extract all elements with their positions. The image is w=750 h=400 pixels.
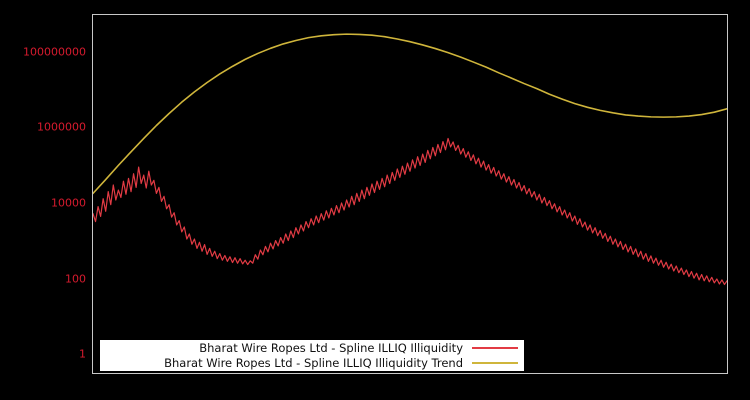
legend-label: Bharat Wire Ropes Ltd - Spline ILLIQ Ill… [164, 355, 463, 370]
series-line-trend [93, 34, 727, 193]
y-axis-tick-label: 10000 [51, 196, 86, 210]
y-axis-tick-label: 1 [79, 347, 86, 361]
y-axis-tick-labels: 1 100 10000 1000000 100000000 [0, 0, 86, 400]
legend-swatch-illiquidity [472, 347, 518, 349]
plot-svg [93, 15, 727, 373]
series-line-illiquidity [93, 138, 727, 284]
legend-item[interactable]: Bharat Wire Ropes Ltd - Spline ILLIQ Ill… [100, 341, 524, 356]
y-axis-tick-label: 100 [65, 272, 86, 286]
legend-label: Bharat Wire Ropes Ltd - Spline ILLIQ Ill… [199, 340, 463, 355]
plot-area [92, 14, 728, 374]
y-axis-tick-label: 100000000 [23, 45, 86, 59]
legend-item[interactable]: Bharat Wire Ropes Ltd - Spline ILLIQ Ill… [100, 356, 524, 371]
chart-legend: Bharat Wire Ropes Ltd - Spline ILLIQ Ill… [99, 339, 525, 372]
legend-swatch-trend [472, 362, 518, 364]
y-axis-tick-label: 1000000 [37, 120, 86, 134]
